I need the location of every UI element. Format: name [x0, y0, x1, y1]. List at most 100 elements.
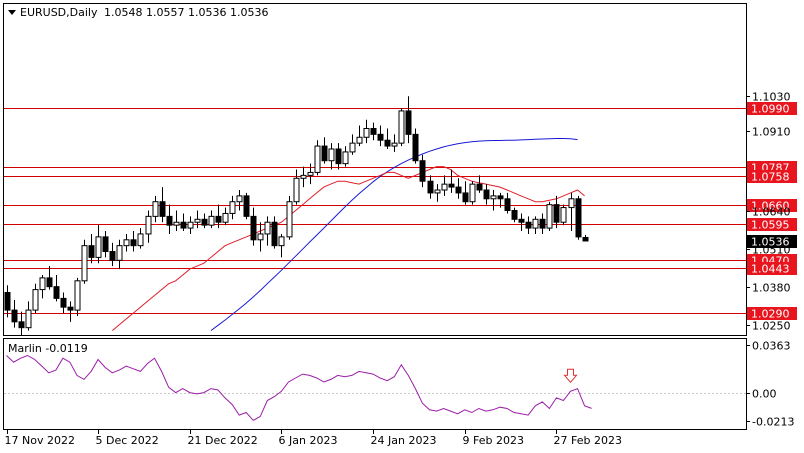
- candle-body: [321, 145, 328, 162]
- candle-body: [293, 177, 300, 203]
- candle-body: [377, 133, 384, 141]
- price-axis: 1.09901.07871.07581.06601.05951.04701.04…: [746, 91, 797, 333]
- candle-body: [490, 195, 497, 200]
- candle-body: [370, 127, 377, 135]
- candle-body: [102, 236, 109, 253]
- candle-body: [448, 183, 455, 188]
- candle-body: [356, 136, 363, 144]
- candle-body: [4, 292, 11, 311]
- candle-body: [222, 212, 229, 223]
- candle-body: [314, 145, 321, 173]
- oscillator-tick-label: -0.0213: [752, 416, 794, 429]
- candle-body: [455, 186, 462, 194]
- candle-body: [553, 204, 560, 223]
- candle-body: [145, 215, 152, 235]
- level-label-bg: [747, 262, 797, 275]
- candle-body: [159, 201, 166, 217]
- candle-body: [384, 139, 391, 147]
- candle-body: [391, 142, 398, 147]
- candle-body: [60, 297, 67, 308]
- candle-body: [363, 127, 370, 138]
- candle-body: [278, 236, 285, 247]
- candle-body: [582, 236, 589, 242]
- time-tick-label: 17 Nov 2022: [5, 434, 75, 447]
- candle-body: [560, 207, 567, 223]
- candle-body: [398, 110, 405, 144]
- oscillator-label: Marlin -0.0119: [8, 342, 88, 355]
- levels-layer: [4, 108, 746, 314]
- ohlc-values: 1.0548 1.0557 1.0536 1.0536: [104, 6, 268, 19]
- current-price-label: 1.0536: [751, 236, 790, 249]
- price-tick-label: 1.0250: [752, 320, 791, 333]
- candle-body: [328, 148, 335, 162]
- candle-body: [32, 289, 39, 311]
- moving-averages: [111, 138, 585, 332]
- candle-body: [208, 215, 215, 226]
- ma-fast-line: [111, 166, 585, 331]
- candle-body: [412, 133, 419, 162]
- oscillator-tick-label: 0.00: [752, 388, 777, 401]
- candle-body: [546, 204, 553, 229]
- level-label-bg: [747, 170, 797, 183]
- level-label: 1.0758: [751, 171, 790, 184]
- time-tick-label: 9 Feb 2023: [463, 434, 524, 447]
- oscillator-frame: [3, 338, 747, 430]
- candle-body: [109, 251, 116, 261]
- candle-body: [476, 183, 483, 191]
- candle-body: [504, 198, 511, 212]
- candle-body: [88, 245, 95, 258]
- candle-body: [39, 277, 46, 291]
- symbol-label: EURUSD,Daily: [20, 6, 98, 19]
- candle-body: [349, 142, 356, 153]
- candle-body: [427, 180, 434, 194]
- level-label: 1.0990: [751, 103, 790, 116]
- candle-body: [180, 221, 187, 229]
- time-tick-label: 21 Dec 2022: [188, 434, 258, 447]
- candle-body: [25, 309, 32, 329]
- candle-body: [575, 198, 582, 238]
- candle-body: [511, 210, 518, 220]
- candlesticks: [4, 96, 589, 335]
- candle-body: [67, 306, 74, 311]
- candle-body: [18, 321, 25, 329]
- level-label: 1.0443: [751, 263, 790, 276]
- oscillator-line: [6, 354, 592, 422]
- price-tick-label: 1.0380: [752, 282, 791, 295]
- level-label-bg: [747, 102, 797, 115]
- dropdown-triangle-icon[interactable]: [8, 10, 16, 15]
- down-arrow-icon: [563, 368, 578, 384]
- time-tick-label: 27 Feb 2023: [554, 434, 622, 447]
- level-label-bg: [747, 307, 797, 320]
- candle-body: [194, 218, 201, 223]
- candle-body: [286, 201, 293, 238]
- candle-body: [74, 280, 81, 311]
- candle-body: [335, 148, 342, 165]
- candle-body: [518, 218, 525, 223]
- candle-body: [405, 110, 412, 135]
- candle-body: [539, 218, 546, 229]
- candle-body: [434, 189, 441, 194]
- level-label-bg: [747, 199, 797, 212]
- time-tick-label: 5 Dec 2022: [96, 434, 159, 447]
- price-tick-label: 1.1030: [752, 91, 791, 104]
- candle-body: [53, 286, 60, 299]
- candle-body: [173, 221, 180, 226]
- ma-slow-line: [210, 138, 578, 332]
- candle-body: [469, 183, 476, 203]
- candle-body: [201, 218, 208, 226]
- candle-body: [229, 201, 236, 214]
- time-tick-label: 24 Jan 2023: [371, 434, 437, 447]
- candle-body: [532, 218, 539, 229]
- candle-body: [46, 277, 53, 288]
- candle-body: [257, 233, 264, 241]
- candle-body: [271, 221, 278, 247]
- current-price-bg: [747, 235, 797, 248]
- candle-body: [250, 215, 257, 241]
- candle-body: [568, 198, 575, 209]
- candle-body: [264, 221, 271, 235]
- candle-body: [130, 239, 137, 247]
- candle-body: [236, 195, 243, 203]
- price-tick-label: 1.0640: [752, 206, 791, 219]
- candle-body: [116, 245, 123, 261]
